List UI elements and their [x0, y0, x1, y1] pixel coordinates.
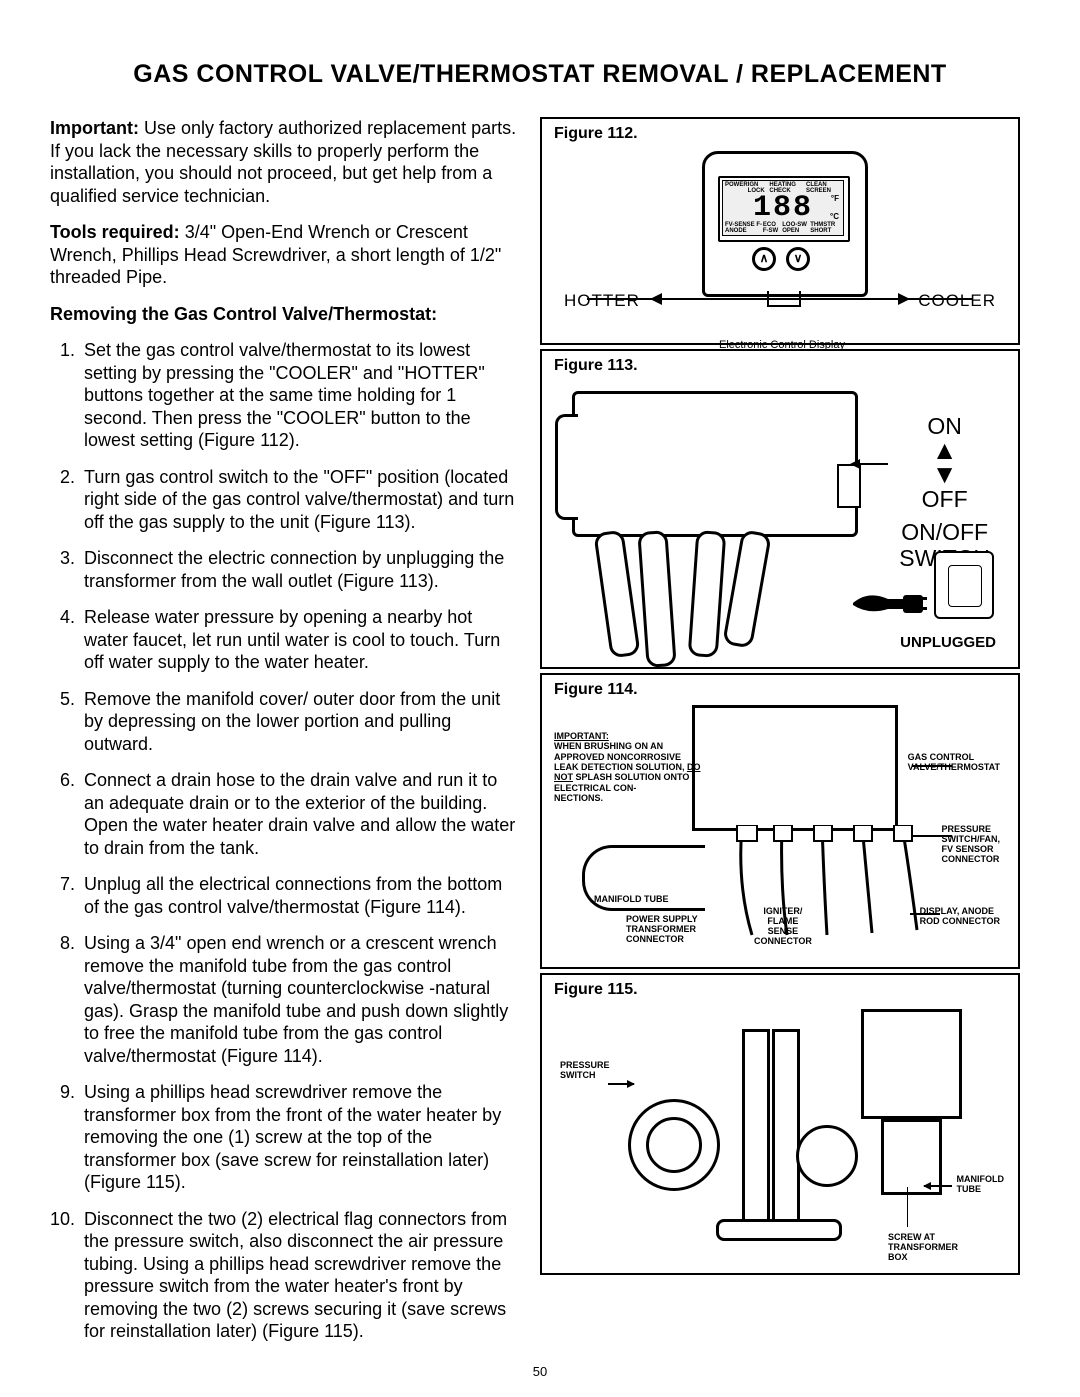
- switch-pointer: [858, 463, 888, 465]
- lcd-bot-3: LOO-SW OPEN: [782, 222, 810, 234]
- right-column: Figure 112. POWER IGN LOCK HEATING CHECK…: [540, 117, 1020, 1357]
- valve-body-illustration: [692, 705, 898, 831]
- step-1: Set the gas control valve/thermostat to …: [80, 339, 520, 452]
- lcd-bot-4: THMSTR SHORT: [810, 222, 841, 234]
- subheading: Removing the Gas Control Valve/Thermosta…: [50, 303, 520, 326]
- step-4: Release water pressure by opening a near…: [80, 606, 520, 674]
- lcd-bot-2: ECO F-SW: [763, 222, 782, 234]
- figure-114: Figure 114. IMPORTANT: WH: [540, 673, 1020, 969]
- fig115-pressure: PRESSURE SWITCH: [560, 1061, 610, 1081]
- thermostat-buttons: ∧∨: [752, 247, 810, 271]
- hotter-label: HOTTER: [564, 291, 640, 311]
- fig114-manifold: MANIFOLD TUBE: [594, 895, 669, 905]
- figure-114-label: Figure 114.: [542, 675, 1018, 703]
- arrow-left-icon: [650, 293, 662, 305]
- lcd-unit-c: °C: [830, 213, 839, 221]
- plug-illustration: [848, 585, 928, 615]
- fig114-igniter: IGNITER/ FLAME SENSE CONNECTOR: [754, 907, 812, 947]
- fig114-note: IMPORTANT: WHEN BRUSHING ON AN APPROVED …: [554, 731, 704, 803]
- step-3: Disconnect the electric connection by un…: [80, 547, 520, 592]
- onoff-text: ON ▲▼ OFF ON/OFF SWITCH: [899, 413, 990, 572]
- steps-list: Set the gas control valve/thermostat to …: [50, 339, 520, 1343]
- step-6: Connect a drain hose to the drain valve …: [80, 769, 520, 859]
- left-column: Important: Use only factory authorized r…: [50, 117, 520, 1357]
- unplugged-label: UNPLUGGED: [900, 634, 996, 651]
- lcd-bot-1: FV-SENSE F-ANODE: [725, 222, 763, 234]
- gas-valve-illustration: [572, 391, 858, 537]
- figure-115: Figure 115. PRESSURE SWITCH MANIFOLD TUB…: [540, 973, 1020, 1275]
- note-donot: DO NOT: [554, 762, 701, 782]
- tools-paragraph: Tools required: 3/4" Open-End Wrench or …: [50, 221, 520, 289]
- lcd-unit-f: °F: [831, 195, 839, 203]
- step-10: Disconnect the two (2) electrical flag c…: [80, 1208, 520, 1343]
- fig114-display: DISPLAY, ANODE ROD CONNECTOR: [920, 907, 1000, 927]
- page-title: GAS CONTROL VALVE/THERMOSTAT REMOVAL / R…: [50, 60, 1030, 89]
- outlet-illustration: [934, 551, 994, 619]
- fig115-screw: SCREW AT TRANSFORMER BOX: [888, 1233, 958, 1263]
- fig115-manifold: MANIFOLD TUBE: [957, 1175, 1005, 1195]
- fig114-power: POWER SUPPLY TRANSFORMER CONNECTOR: [626, 915, 698, 945]
- important-paragraph: Important: Use only factory authorized r…: [50, 117, 520, 207]
- fig114-gascontrol: GAS CONTROL VALVE/THERMOSTAT: [908, 753, 1000, 773]
- page-number: 50: [0, 1364, 1080, 1379]
- step-8: Using a 3/4" open end wrench or a cresce…: [80, 932, 520, 1067]
- lcd-digits: 188: [723, 193, 843, 223]
- step-5: Remove the manifold cover/ outer door fr…: [80, 688, 520, 756]
- step-7: Unplug all the electrical connections fr…: [80, 873, 520, 918]
- cooler-label: COOLER: [918, 291, 996, 311]
- fig114-pressure: PRESSURE SWITCH/FAN, FV SENSOR CONNECTOR: [942, 825, 1001, 865]
- step-9: Using a phillips head screwdriver remove…: [80, 1081, 520, 1194]
- important-label: Important:: [50, 118, 139, 138]
- note-important: IMPORTANT:: [554, 731, 609, 741]
- figure-115-label: Figure 115.: [542, 975, 1018, 1003]
- step-2: Turn gas control switch to the "OFF" pos…: [80, 466, 520, 534]
- figure-113: Figure 113. ON ▲▼ OFF ON/OFF SWITCH: [540, 349, 1020, 669]
- assembly-illustration: [622, 1009, 962, 1239]
- figure-112: Figure 112. POWER IGN LOCK HEATING CHECK…: [540, 117, 1020, 345]
- off-label: OFF: [899, 486, 990, 512]
- figure-112-label: Figure 112.: [542, 119, 1018, 147]
- arrow-right-icon: [898, 293, 910, 305]
- tools-label: Tools required:: [50, 222, 180, 242]
- figure-113-label: Figure 113.: [542, 351, 1018, 379]
